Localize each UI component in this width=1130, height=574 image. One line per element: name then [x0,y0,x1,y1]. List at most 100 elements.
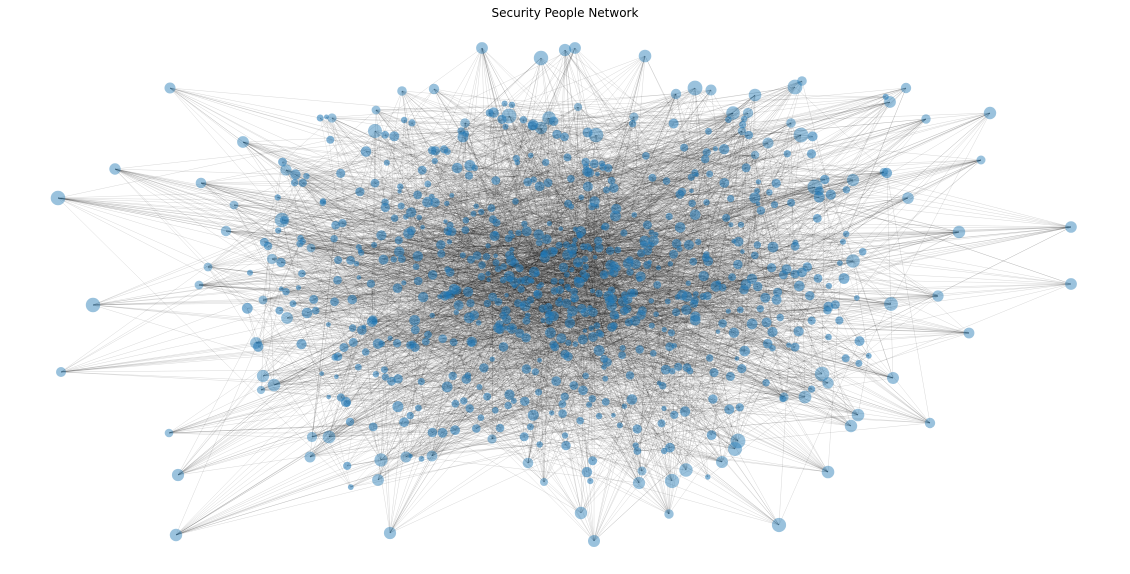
network-edge [519,333,545,483]
network-edge [433,88,653,178]
network-edge [780,134,802,318]
network-edge [114,168,555,292]
network-edge [374,183,595,542]
network-edge [522,304,894,379]
network-edge [273,354,565,386]
network-edge [548,117,570,290]
network-edge [694,300,829,384]
network-edge [175,329,500,536]
network-edge [433,88,628,309]
network-edge [598,186,816,249]
network-edge [60,112,490,373]
network-edge [315,310,739,442]
network-edge [92,194,831,306]
network-edge [550,332,670,515]
network-edge [285,169,570,324]
network-edge [540,127,550,322]
network-node [540,317,546,323]
network-node [1065,278,1077,290]
network-node [241,302,253,314]
network-edge [612,134,802,299]
network-edge [285,169,454,343]
network-edge [280,130,376,263]
network-node [595,289,603,298]
network-node [475,320,482,326]
network-node [343,461,352,470]
network-node [427,270,438,280]
network-edge [331,117,550,224]
network-edge [450,272,1072,285]
network-edge [569,283,1072,324]
network-edge [311,329,500,438]
network-edge [481,47,680,250]
network-edge [349,421,687,471]
network-node [403,228,414,239]
network-node [491,176,501,185]
network-edge [419,171,885,218]
network-node [504,234,513,243]
network-edge [722,323,859,416]
network-node [322,430,336,444]
network-edge [432,115,510,316]
network-node [535,239,543,247]
network-edge [497,86,796,329]
network-edge [783,304,836,398]
network-edge [328,206,477,438]
network-edge [177,264,483,476]
network-edge [385,55,646,203]
network-node [453,309,459,315]
network-edge [375,104,512,111]
network-edge [642,134,802,311]
network-node [667,261,674,267]
network-node [426,450,438,462]
network-edge [60,366,679,373]
network-edge [564,118,927,397]
network-edge [242,141,382,236]
network-edge [207,162,387,268]
network-node [705,127,712,135]
network-edge [474,115,510,168]
network-node [620,229,628,237]
network-edge [757,231,960,287]
network-edge [279,310,970,334]
network-edge [549,321,640,484]
network-node [533,270,540,277]
network-edge [491,112,494,440]
network-edge [57,197,522,281]
network-node [368,124,382,138]
network-edge [200,182,395,219]
network-edge [530,112,991,156]
network-edge [410,396,806,416]
network-node [551,376,562,386]
network-edge [548,182,939,297]
network-edge [754,112,991,256]
network-edge [571,106,579,207]
network-node [526,296,535,304]
network-edge [285,169,527,232]
network-edge [695,316,829,473]
network-edge [684,147,854,181]
network-edge [605,401,736,450]
network-edge [556,380,640,484]
network-edge [647,224,739,442]
network-node [517,277,525,285]
network-edge [447,117,550,270]
network-edge [377,208,492,481]
network-edge [350,134,597,261]
network-edge [311,405,509,438]
network-edge [658,118,927,268]
network-edge [169,87,593,207]
network-node [515,328,525,338]
network-edge [281,219,695,301]
network-node [477,414,485,422]
network-edge [284,186,816,221]
network-edge [807,231,960,268]
network-edge [559,49,566,300]
network-edge [328,152,707,438]
network-edge [554,250,806,398]
network-node [451,399,460,408]
network-edge [411,230,493,440]
network-edge [385,117,550,378]
network-edge [659,87,696,384]
network-edge [328,357,710,438]
